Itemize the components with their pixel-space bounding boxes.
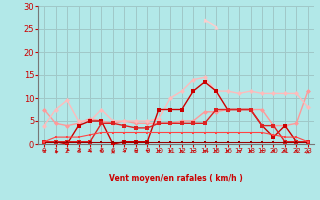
X-axis label: Vent moyen/en rafales ( km/h ): Vent moyen/en rafales ( km/h )	[109, 174, 243, 183]
